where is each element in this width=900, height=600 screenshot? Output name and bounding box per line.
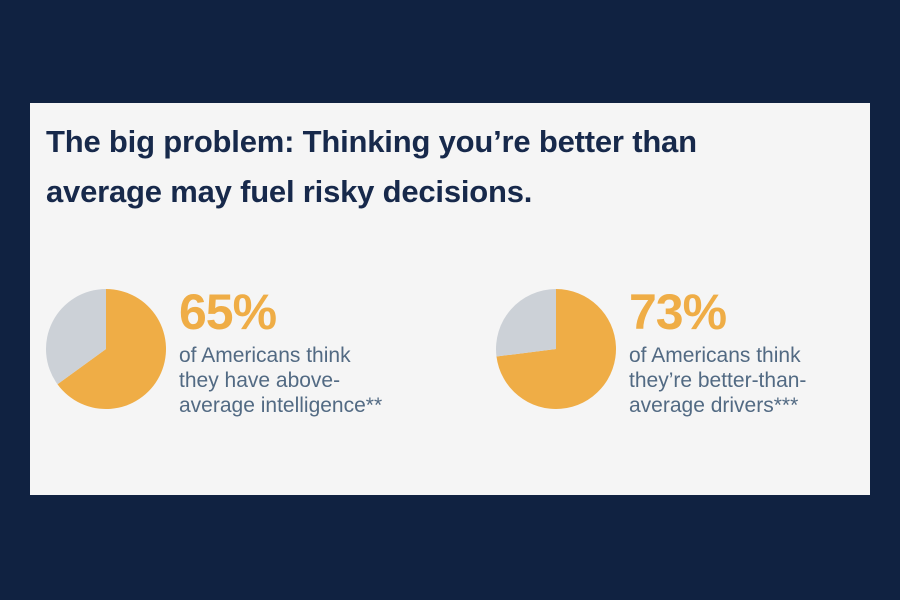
infographic-card: The big problem: Thinking you’re better … [30, 103, 870, 495]
stat-value-drivers: 73% [629, 284, 727, 340]
pie-slice-percent [496, 289, 616, 409]
headline-line-1: The big problem: Thinking you’re better … [46, 124, 697, 159]
caption-line: average drivers*** [629, 394, 799, 417]
caption-line: of Americans think [629, 344, 801, 367]
pie-chart-intelligence [46, 289, 166, 409]
stat-caption-drivers: of Americans think they’re better-than- … [629, 343, 879, 418]
caption-line: they’re better-than- [629, 369, 807, 392]
pie-chart-drivers [496, 289, 616, 409]
pie-slice-remainder [496, 289, 556, 357]
headline-line-2: average may fuel risky decisions. [46, 174, 533, 209]
headline: The big problem: Thinking you’re better … [46, 117, 846, 217]
caption-line: of Americans think [179, 344, 351, 367]
pie-slice-percent [57, 289, 166, 409]
caption-line: average intelligence** [179, 394, 383, 417]
pie-slice-remainder [46, 289, 106, 385]
caption-line: they have above- [179, 369, 341, 392]
stat-drivers: 73% of Americans think they’re better-th… [629, 285, 879, 418]
stat-caption-intelligence: of Americans think they have above- aver… [179, 343, 429, 418]
stat-value-intelligence: 65% [179, 284, 277, 340]
stat-intelligence: 65% of Americans think they have above- … [179, 285, 429, 418]
